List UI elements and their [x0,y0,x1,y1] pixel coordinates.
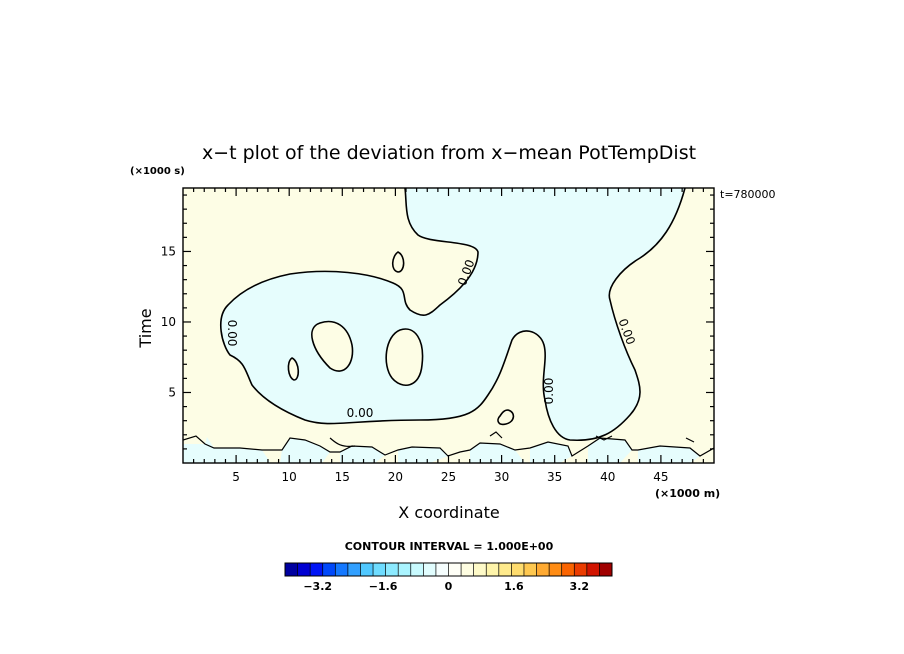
colorbar-swatch [523,563,537,576]
contour-line [311,320,354,372]
colorbar [284,562,613,577]
colorbar-swatch [486,563,500,576]
chart-title: x−t plot of the deviation from x−mean Po… [202,142,696,164]
colorbar-tick-label: 1.6 [504,580,524,593]
colorbar-swatch [473,563,487,576]
contour-line [287,357,300,381]
colorbar-swatch [297,563,311,576]
contour-label: 0.00 [225,320,239,347]
contour-line [220,188,686,442]
colorbar-swatch [360,563,374,576]
colorbar-swatch [549,563,562,576]
colorbar-swatch [586,563,600,576]
colorbar-swatch [599,563,613,576]
y-unit-label: (×1000 s) [130,166,185,177]
y-tick-label: 10 [161,315,176,329]
colorbar-tick-label: −1.6 [369,580,398,593]
colorbar-swatch [373,563,386,576]
y-axis-label: Time [136,308,155,348]
colorbar-swatch [310,563,324,576]
colorbar-swatch [398,563,412,576]
colorbar-swatch [322,563,336,576]
colorbar-frame [284,562,613,577]
x-tick-label: 45 [653,470,668,484]
contour-line [329,431,695,447]
colorbar-tick-label: 3.2 [570,580,590,593]
axis-ticks [183,188,714,463]
contour-field [183,188,714,463]
contour-line [385,328,424,387]
colorbar-swatch [410,563,424,576]
negative-region [220,188,685,441]
colorbar-swatch [561,563,575,576]
colorbar-swatch [435,563,449,576]
y-tick-label: 5 [168,385,176,399]
colorbar-tick-label: 0 [445,580,453,593]
negative-strip [398,447,448,463]
colorbar-swatch [536,563,550,576]
negative-strip [588,438,632,463]
negative-strip [340,446,385,463]
colorbar-swatch [335,563,349,576]
contour-interval-label: CONTOUR INTERVAL = 1.000E+00 [345,540,554,553]
colorbar-tick-label: −3.2 [303,580,332,593]
contour-line [391,251,405,273]
x-tick-label: 5 [232,470,240,484]
negative-strip [470,443,525,463]
colorbar-swatch [347,563,361,576]
y-tick-labels: 5 10 15 [161,244,176,399]
contour-label: 0.00 [347,406,374,420]
positive-island [386,329,423,386]
x-tick-label: 10 [282,470,297,484]
time-label: t=780000 [720,188,776,201]
colorbar-swatch [423,563,437,576]
colorbar-swatch [498,563,512,576]
contour-line [497,409,515,426]
positive-island [392,252,404,272]
colorbar-swatch [285,563,298,576]
negative-strip [280,438,330,463]
y-tick-label: 15 [161,244,176,258]
colorbar-swatch [574,563,588,576]
x-tick-label: 20 [388,470,403,484]
x-unit-label: (×1000 m) [655,487,720,500]
colorbar-tick-labels: −3.2 −1.6 0 1.6 3.2 [303,580,589,593]
x-tick-label: 40 [600,470,615,484]
colorbar-swatch [385,563,399,576]
negative-strip [530,442,572,463]
colorbar-swatch [461,563,474,576]
contour-label: 0.00 [542,378,556,405]
x-tick-label: 25 [441,470,456,484]
x-axis-label: X coordinate [398,503,499,522]
negative-strip [638,446,700,463]
x-tick-label: 35 [547,470,562,484]
positive-island [288,358,299,380]
x-tick-label: 30 [494,470,509,484]
negative-strip [183,437,270,463]
colorbar-swatch [511,563,525,576]
x-tick-label: 15 [335,470,350,484]
colorbar-swatch [448,563,462,576]
x-tick-labels: 5 10 15 20 25 30 35 40 45 [232,470,668,484]
